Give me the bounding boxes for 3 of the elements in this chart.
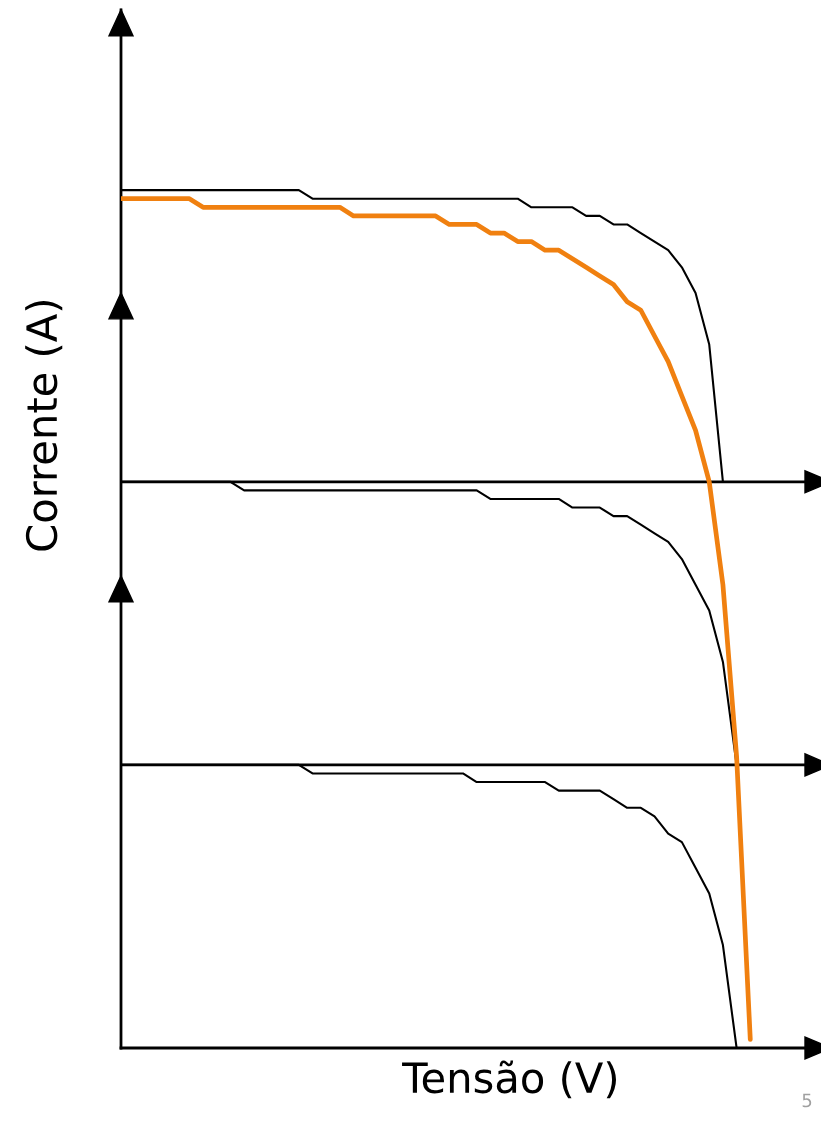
text: 5	[802, 1093, 812, 1108]
x-axis-title: Tensão (V)	[402, 1060, 616, 1099]
y-axis-title: Corrente (A)	[25, 301, 63, 551]
